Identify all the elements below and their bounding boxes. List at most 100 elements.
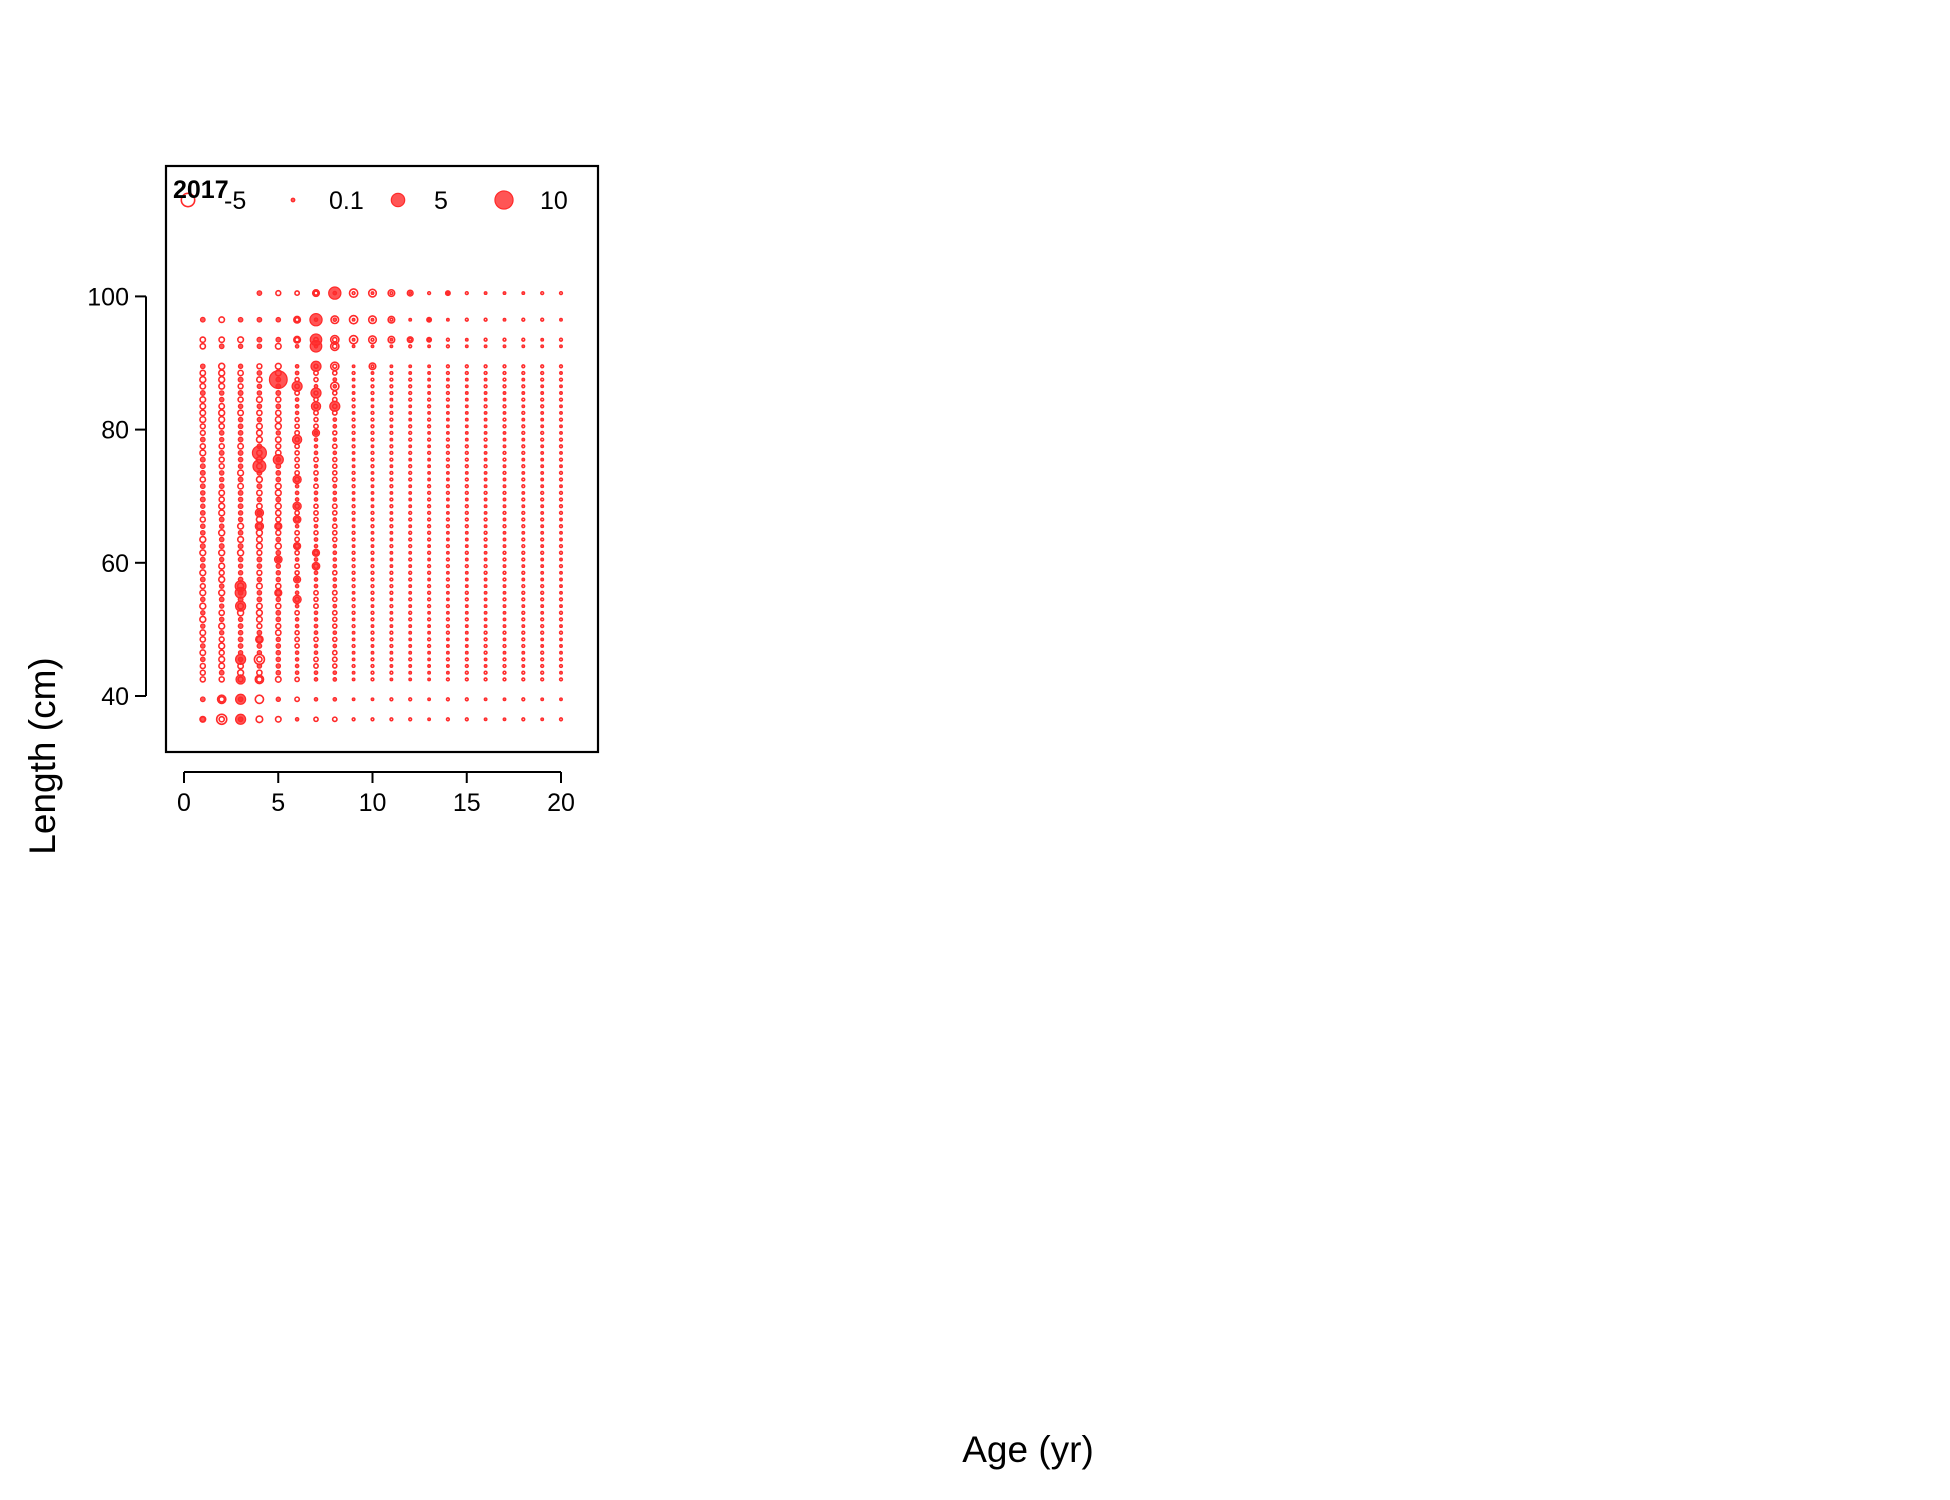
residual-point — [294, 670, 300, 676]
residual-point — [408, 664, 413, 668]
residual-point — [199, 629, 207, 637]
residual-point — [426, 450, 432, 456]
residual-point — [464, 457, 469, 462]
residual-point — [256, 643, 263, 649]
residual-point — [408, 424, 413, 429]
residual-point — [445, 417, 450, 422]
residual-point — [199, 556, 206, 563]
residual-point — [389, 377, 394, 382]
residual-point — [540, 537, 545, 542]
residual-point — [351, 570, 356, 575]
residual-point — [483, 377, 488, 382]
residual-point — [558, 597, 564, 602]
residual-point — [558, 504, 564, 509]
residual-point — [540, 617, 545, 622]
residual-point — [408, 364, 413, 369]
residual-point — [332, 583, 338, 589]
residual-point — [237, 476, 244, 483]
residual-point — [332, 317, 338, 323]
residual-point — [464, 497, 469, 502]
residual-bubble — [234, 693, 247, 705]
residual-point — [408, 317, 413, 322]
legend-symbol — [180, 192, 196, 208]
residual-point — [540, 464, 545, 469]
residual-point — [445, 610, 450, 615]
residual-point — [483, 617, 488, 622]
residual-point — [294, 416, 300, 423]
residual-point — [389, 290, 394, 296]
residual-bubble — [329, 381, 340, 392]
residual-point — [427, 610, 432, 615]
residual-point — [351, 657, 356, 662]
residual-point — [483, 544, 488, 549]
residual-point — [559, 557, 563, 562]
residual-point — [445, 510, 450, 515]
residual-point — [199, 662, 207, 670]
residual-point — [275, 443, 282, 450]
residual-point — [559, 430, 563, 435]
residual-point — [521, 617, 526, 622]
residual-point — [274, 409, 282, 417]
residual-point — [427, 664, 432, 668]
residual-point — [370, 371, 375, 375]
residual-point — [521, 670, 526, 675]
residual-point — [558, 457, 564, 462]
residual-bubble — [254, 694, 265, 705]
residual-point — [237, 636, 244, 643]
residual-bubble — [367, 335, 378, 345]
residual-point — [558, 290, 564, 296]
residual-point — [313, 670, 319, 676]
residual-bubble — [251, 445, 267, 461]
residual-point — [464, 410, 469, 415]
residual-point — [313, 443, 319, 449]
residual-point — [275, 536, 282, 543]
residual-point — [331, 509, 338, 516]
residual-point — [540, 557, 545, 562]
residual-point — [389, 344, 394, 349]
residual-bubble — [367, 288, 378, 298]
residual-bubble — [328, 286, 342, 300]
residual-point — [256, 656, 263, 663]
residual-point — [464, 584, 469, 589]
residual-point — [389, 590, 394, 595]
residual-point — [313, 570, 319, 576]
residual-bubble — [234, 713, 247, 725]
residual-point — [218, 583, 225, 589]
residual-point — [445, 464, 451, 469]
residual-point — [540, 657, 545, 662]
residual-point — [332, 643, 338, 649]
residual-point — [237, 442, 245, 450]
residual-point — [275, 656, 282, 663]
residual-point — [332, 630, 338, 636]
legend-label: 10 — [540, 187, 568, 215]
residual-point — [483, 530, 488, 535]
residual-point — [237, 563, 244, 569]
residual-point — [294, 590, 300, 596]
residual-point — [445, 517, 451, 522]
residual-point — [255, 609, 264, 617]
residual-point — [483, 344, 488, 349]
residual-point — [389, 437, 394, 442]
residual-point — [521, 437, 526, 442]
residual-point — [389, 530, 394, 535]
residual-point — [389, 517, 394, 522]
residual-point — [331, 430, 338, 436]
residual-point — [427, 670, 432, 675]
residual-point — [426, 497, 432, 502]
residual-point — [218, 436, 225, 443]
residual-point — [236, 522, 245, 530]
residual-point — [502, 470, 507, 476]
residual-point — [218, 442, 226, 450]
y-tick-label: 60 — [101, 550, 129, 578]
residual-point — [483, 577, 488, 582]
residual-point — [218, 402, 226, 410]
residual-point — [540, 370, 545, 376]
residual-point — [389, 404, 394, 409]
residual-point — [540, 670, 545, 675]
residual-point — [370, 364, 375, 369]
residual-point — [218, 336, 226, 344]
residual-point — [274, 502, 282, 510]
residual-point — [464, 391, 469, 395]
residual-point — [199, 476, 207, 483]
residual-point — [370, 590, 375, 595]
